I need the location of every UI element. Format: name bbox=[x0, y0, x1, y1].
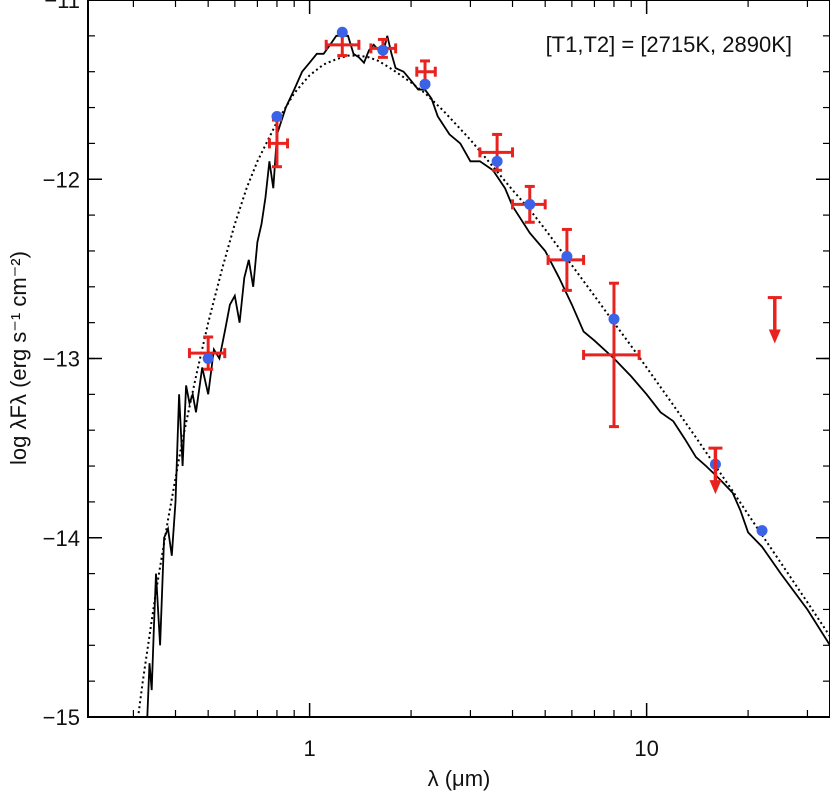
model-phot-point bbox=[336, 26, 348, 38]
observed-photometry bbox=[187, 32, 641, 429]
model-photometry bbox=[202, 26, 768, 537]
model-spectrum-line bbox=[146, 34, 830, 717]
model-phot-point bbox=[756, 525, 768, 537]
upper-limit-arrow bbox=[708, 446, 723, 495]
blackbody-fit-line bbox=[137, 54, 830, 717]
y-tick-label: −15 bbox=[43, 705, 80, 730]
x-tick-label: 1 bbox=[303, 736, 315, 761]
model-phot-point bbox=[202, 353, 214, 364]
model-phot-point bbox=[419, 78, 431, 90]
limit-arrowhead bbox=[768, 329, 781, 344]
limit-arrowhead bbox=[709, 480, 722, 495]
y-tick-label: −13 bbox=[43, 347, 80, 372]
upper-limit-arrows bbox=[708, 296, 782, 495]
upper-limit-arrow bbox=[767, 296, 782, 344]
y-tick-label: −12 bbox=[43, 167, 80, 192]
axis-tick-labels: 1 10 −11 −12 −13 −14 −15 bbox=[43, 0, 659, 761]
model-phot-point bbox=[377, 44, 389, 56]
x-tick-label: 10 bbox=[634, 736, 658, 761]
model-phot-point bbox=[608, 313, 620, 325]
model-phot-point bbox=[524, 198, 536, 210]
y-tick-label: −11 bbox=[44, 0, 80, 13]
observed-point bbox=[582, 281, 641, 429]
model-phot-point bbox=[561, 250, 573, 262]
y-tick-label: −14 bbox=[43, 526, 80, 551]
model-phot-point bbox=[271, 111, 283, 123]
x-axis-title: λ (μm) bbox=[428, 766, 491, 791]
temperature-annotation: [T1,T2] = [2715K, 2890K] bbox=[546, 32, 792, 57]
plot-frame bbox=[87, 0, 830, 718]
y-axis-title: log λFλ (erg s⁻¹ cm⁻²) bbox=[6, 251, 31, 465]
model-phot-point bbox=[491, 155, 503, 167]
axis-ticks bbox=[88, 0, 830, 718]
